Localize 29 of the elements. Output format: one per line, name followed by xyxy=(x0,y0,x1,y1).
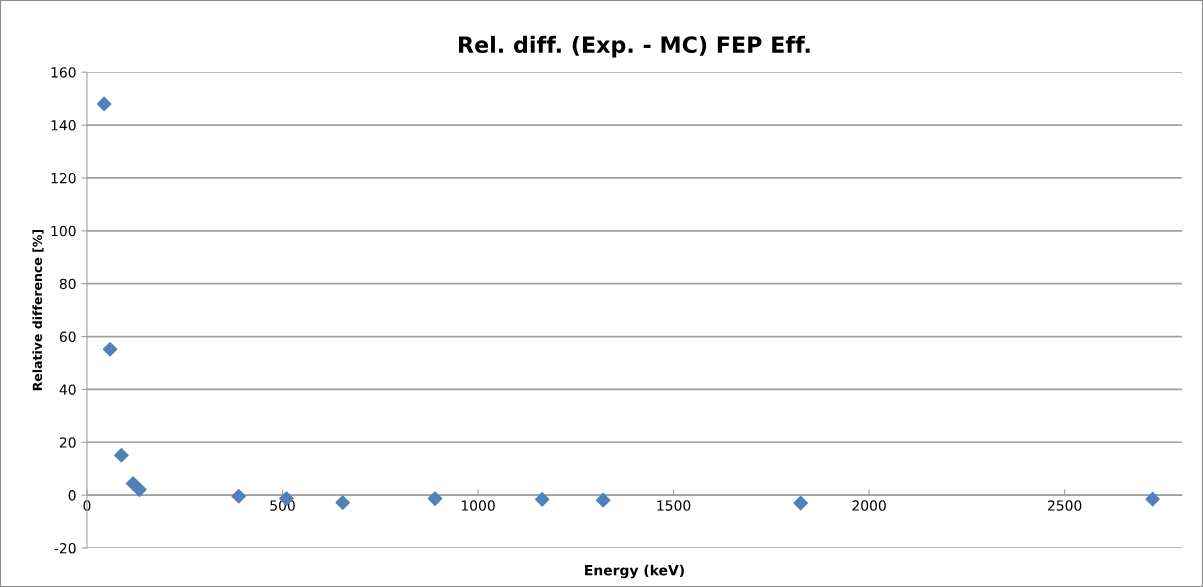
x-tick-label: 1500 xyxy=(657,500,691,511)
point xyxy=(102,341,118,357)
x-tick-label: 1000 xyxy=(461,500,495,511)
point xyxy=(231,488,246,504)
point xyxy=(427,491,443,506)
point xyxy=(595,492,611,508)
y-axis-title: Relative difference [%] xyxy=(32,230,44,391)
y-tick-label: 40 xyxy=(59,384,76,395)
y-tick-label: 60 xyxy=(59,331,76,343)
point xyxy=(114,447,129,463)
y-tick-label: 100 xyxy=(51,225,76,237)
x-axis-title: Energy (keV) xyxy=(585,564,684,579)
chart-title: Rel. diff. (Exp. - MC) FEP Eff. xyxy=(459,35,810,58)
y-tick-label: 80 xyxy=(59,278,76,290)
point xyxy=(793,495,808,511)
y-tick-label: 160 xyxy=(51,67,76,78)
x-tick-label: 0 xyxy=(83,500,91,511)
y-tick-label: -20 xyxy=(54,542,76,554)
point xyxy=(132,482,147,497)
point xyxy=(96,96,112,112)
point xyxy=(335,495,351,510)
x-tick-label: 2500 xyxy=(1047,500,1082,511)
point xyxy=(1145,491,1160,507)
y-tick-label: 140 xyxy=(51,120,76,131)
y-tick-label: 0 xyxy=(68,490,76,501)
point xyxy=(534,492,550,507)
y-tick-label: 120 xyxy=(51,172,76,184)
y-tick-label: 20 xyxy=(59,437,76,448)
x-tick-label: 2000 xyxy=(852,500,886,511)
